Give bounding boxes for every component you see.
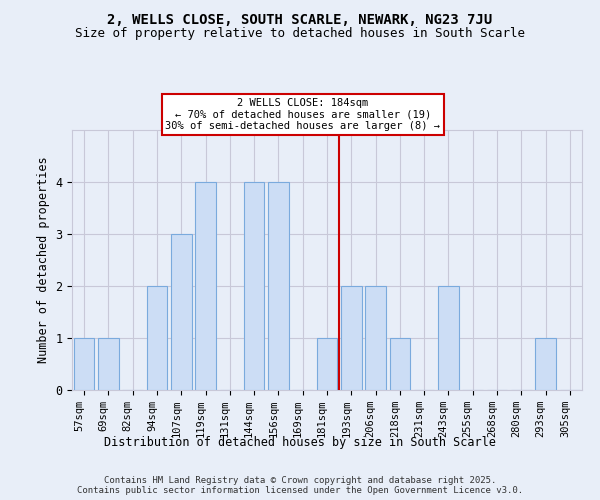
Text: 2 WELLS CLOSE: 184sqm
← 70% of detached houses are smaller (19)
30% of semi-deta: 2 WELLS CLOSE: 184sqm ← 70% of detached …: [165, 98, 440, 131]
Bar: [438, 286, 459, 390]
Bar: [268, 182, 289, 390]
Text: Distribution of detached houses by size in South Scarle: Distribution of detached houses by size …: [104, 436, 496, 449]
Y-axis label: Number of detached properties: Number of detached properties: [37, 156, 50, 364]
Text: Contains HM Land Registry data © Crown copyright and database right 2025.
Contai: Contains HM Land Registry data © Crown c…: [77, 476, 523, 495]
Bar: [98, 338, 119, 390]
Bar: [171, 234, 191, 390]
Bar: [317, 338, 337, 390]
Bar: [341, 286, 362, 390]
Bar: [365, 286, 386, 390]
Bar: [535, 338, 556, 390]
Bar: [195, 182, 216, 390]
Bar: [146, 286, 167, 390]
Bar: [389, 338, 410, 390]
Text: Size of property relative to detached houses in South Scarle: Size of property relative to detached ho…: [75, 28, 525, 40]
Text: 2, WELLS CLOSE, SOUTH SCARLE, NEWARK, NG23 7JU: 2, WELLS CLOSE, SOUTH SCARLE, NEWARK, NG…: [107, 12, 493, 26]
Bar: [244, 182, 265, 390]
Bar: [74, 338, 94, 390]
